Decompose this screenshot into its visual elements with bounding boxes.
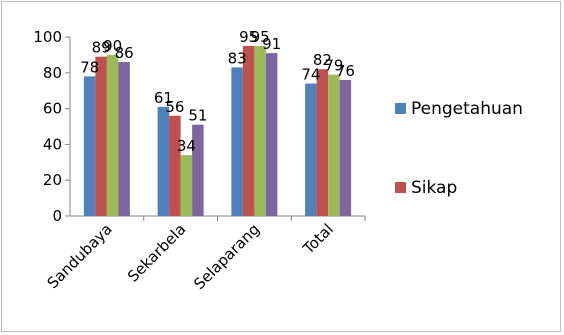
data-label: 91: [262, 35, 281, 53]
y-tick-label: 0: [52, 207, 62, 225]
bar-total-series-3: [328, 74, 340, 216]
data-label: 95: [239, 28, 258, 46]
data-label: 76: [336, 62, 355, 80]
data-label: 79: [324, 57, 343, 75]
y-tick-label: 20: [43, 171, 62, 189]
bar-sandubaya-series-3: [106, 54, 119, 217]
bar-selaparang-series-1: [231, 67, 243, 217]
bar-sekarbela-series-3: [180, 155, 193, 216]
bar-selaparang-series-2: [242, 45, 255, 217]
data-label: 82: [313, 51, 332, 69]
data-label: 95: [251, 28, 270, 46]
y-tick-label: 100: [33, 28, 62, 46]
y-tick-label: 80: [43, 64, 62, 82]
bar-sekarbela-series-2: [169, 115, 181, 216]
data-label: 74: [301, 66, 320, 84]
x-category-label: Selaparang: [190, 220, 263, 293]
legend-swatch: [395, 103, 406, 114]
bar-selaparang-series-3: [254, 45, 266, 217]
bar-selaparang-series-4: [265, 53, 278, 216]
data-label: 86: [115, 44, 134, 62]
bar-sekarbela-series-1: [157, 106, 170, 216]
bar-total-series-1: [305, 83, 317, 216]
legend-label: Pengetahuan: [411, 99, 523, 119]
x-category-label: Total: [299, 220, 337, 258]
data-label: 89: [92, 39, 111, 57]
bar-sandubaya-series-2: [95, 56, 107, 216]
bar-total-series-4: [339, 79, 352, 217]
legend-label: Sikap: [411, 178, 457, 198]
data-label: 83: [228, 49, 247, 67]
data-label: 56: [165, 98, 184, 116]
y-tick-label: 40: [43, 135, 62, 153]
bar-sandubaya-series-4: [118, 62, 130, 217]
data-label: 61: [154, 89, 173, 107]
y-tick-label: 60: [43, 100, 62, 118]
data-label: 51: [188, 107, 207, 125]
bar-total-series-2: [316, 69, 329, 216]
data-label: 90: [103, 37, 122, 55]
legend-swatch: [395, 182, 406, 193]
data-label: 78: [80, 58, 99, 76]
data-label: 34: [177, 137, 196, 155]
x-category-label: Sandubaya: [44, 220, 116, 292]
bar-sandubaya-series-1: [83, 76, 96, 216]
bar-sekarbela-series-4: [192, 124, 204, 216]
x-category-label: Sekarbela: [124, 220, 190, 286]
